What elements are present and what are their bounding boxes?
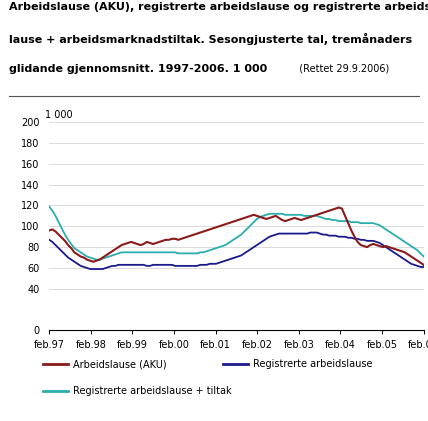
Text: Arbeidslause (AKU): Arbeidslause (AKU) (73, 359, 166, 369)
Text: Registrerte arbeidslause: Registrerte arbeidslause (253, 359, 372, 369)
Text: glidande gjennomsnitt. 1997-2006. 1 000: glidande gjennomsnitt. 1997-2006. 1 000 (9, 64, 267, 74)
Text: Arbeidslause (AKU), registrerte arbeidslause og registrerte arbeids-: Arbeidslause (AKU), registrerte arbeidsl… (9, 2, 428, 12)
Text: Registrerte arbeidslause + tiltak: Registrerte arbeidslause + tiltak (73, 386, 232, 396)
Text: 1 000: 1 000 (45, 110, 73, 120)
Text: lause + arbeidsmarknadstiltak. Sesongjusterte tal, tremånaders: lause + arbeidsmarknadstiltak. Sesongjus… (9, 33, 412, 45)
Text: (Rettet 29.9.2006): (Rettet 29.9.2006) (293, 64, 389, 74)
